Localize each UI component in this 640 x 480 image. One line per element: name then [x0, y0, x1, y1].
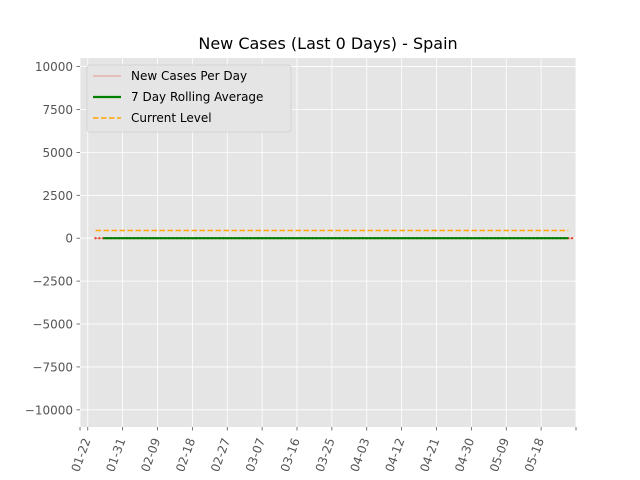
x-tick-label: 03-16	[278, 436, 303, 474]
x-tick-label: 04-12	[382, 436, 407, 474]
x-tick-label: 04-03	[347, 436, 372, 474]
x-tick-label: 01-22	[68, 436, 93, 474]
daily-cases-point	[94, 237, 97, 240]
y-tick-label: −10000	[25, 403, 73, 417]
daily-cases-point	[98, 237, 101, 240]
daily-cases-point	[570, 237, 574, 240]
y-tick-label: 0	[65, 232, 73, 246]
x-axis: 01-22 01-31 02-09 02-18 02-27 03-07 03-16 03-25…	[68, 427, 577, 474]
x-tick-label: 05-09	[487, 436, 512, 474]
x-tick-label: 02-27	[208, 436, 233, 474]
y-tick-label: 5000	[42, 146, 73, 160]
y-tick-label: 10000	[35, 60, 73, 74]
x-tick-label: 03-25	[313, 436, 338, 474]
legend-box	[86, 64, 292, 133]
x-tick-label: 02-18	[173, 436, 198, 474]
chart-title: New Cases (Last 0 Days) - Spain	[198, 34, 457, 53]
y-tick-label: 2500	[42, 189, 73, 203]
y-tick-label: −2500	[32, 275, 73, 289]
y-tick-label: −7500	[32, 360, 73, 374]
legend-rolling-label: 7 Day Rolling Average	[131, 90, 263, 104]
legend-daily-label: New Cases Per Day	[131, 69, 247, 83]
x-tick-label: 02-09	[138, 436, 163, 474]
y-axis: −10000 −7500 −5000 −2500 0 2500 5000 7500 10000	[25, 60, 80, 417]
series-layer	[94, 229, 574, 240]
x-tick-label: 04-30	[452, 436, 477, 474]
y-tick-label: −5000	[32, 318, 73, 332]
x-tick-label: 01-31	[103, 436, 128, 474]
legend-current-label: Current Level	[131, 111, 212, 125]
x-tick-label: 05-18	[522, 436, 547, 474]
x-tick-label: 03-07	[243, 436, 268, 474]
y-tick-label: 7500	[42, 103, 73, 117]
legend: New Cases Per Day 7 Day Rolling Average Cu…	[86, 64, 292, 133]
x-tick-label: 04-21	[417, 436, 442, 474]
